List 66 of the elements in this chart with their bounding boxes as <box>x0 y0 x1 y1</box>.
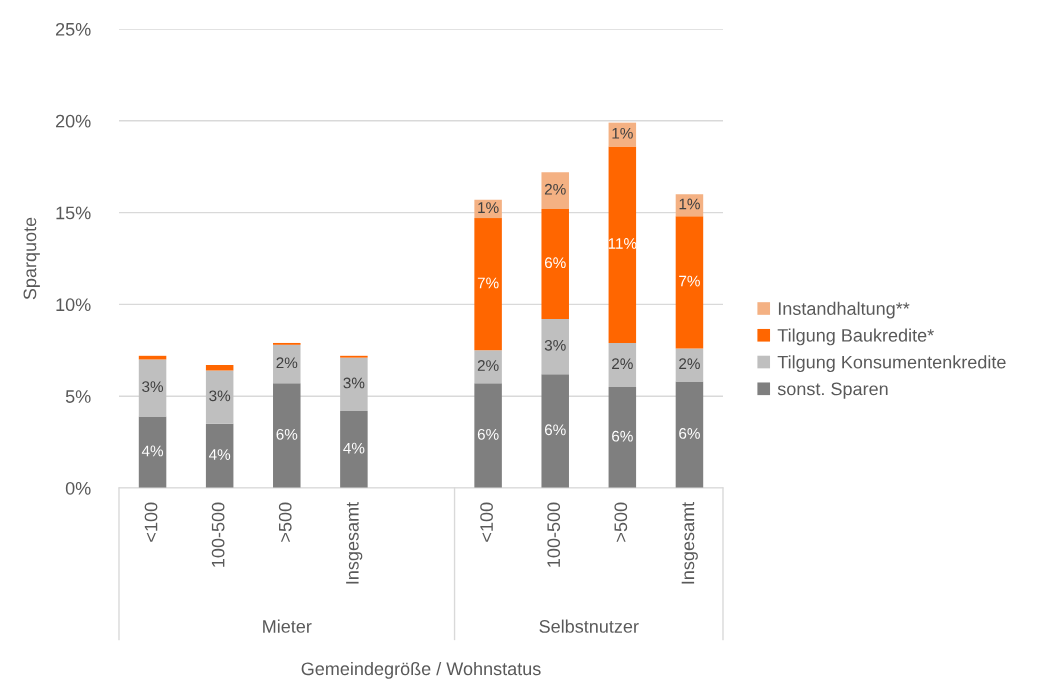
data-label: 1% <box>679 198 700 210</box>
bar <box>340 357 368 411</box>
y-axis-title: Sparquote <box>23 217 40 300</box>
bar <box>474 350 502 384</box>
bar <box>541 208 569 320</box>
data-label: 7% <box>679 275 700 287</box>
x-tick-label: 100-500 <box>211 502 225 567</box>
data-label: 3% <box>209 390 231 402</box>
bar <box>340 410 368 488</box>
data-label: 1% <box>478 202 499 213</box>
x-tick-label: <100 <box>480 502 493 542</box>
y-tick-label: 10% <box>56 298 91 312</box>
data-label: 3% <box>343 377 365 389</box>
y-tick-label: 5% <box>65 390 91 403</box>
bar <box>608 342 637 388</box>
bar <box>205 370 234 424</box>
y-tick-label: 0% <box>65 481 91 495</box>
bar <box>474 218 502 351</box>
bar <box>541 319 569 375</box>
data-label: 7% <box>477 277 499 289</box>
y-tick-label: 25% <box>55 22 91 36</box>
bar <box>675 381 704 488</box>
data-label: 2% <box>276 357 298 369</box>
y-tick-label: 20% <box>55 114 91 128</box>
data-label: 2% <box>544 183 566 195</box>
legend-label: Tilgung Konsumentenkredite <box>777 355 1006 373</box>
data-label: 2% <box>612 358 633 370</box>
bar <box>675 348 704 382</box>
x-tick-label: >500 <box>614 502 628 542</box>
y-tick-label: 15% <box>56 206 91 220</box>
x-tick-label: 100-500 <box>547 502 561 567</box>
data-label: 6% <box>544 257 566 269</box>
bar <box>541 374 569 488</box>
data-label: 4% <box>208 449 231 460</box>
data-label: 6% <box>477 428 499 440</box>
x-tick-label: Insgesamt <box>346 502 363 584</box>
data-label: 1% <box>612 127 633 139</box>
legend-label: sonst. Sparen <box>777 382 888 399</box>
data-label: 6% <box>612 430 633 442</box>
bar <box>608 387 637 488</box>
bar <box>273 344 301 384</box>
data-label: 6% <box>276 428 298 440</box>
bar <box>608 146 637 343</box>
x-tick-label: <100 <box>144 502 158 542</box>
bar <box>138 416 167 488</box>
bar <box>138 359 167 417</box>
bar <box>675 216 704 349</box>
data-label: 6% <box>679 428 700 439</box>
x-tick-label: >500 <box>278 502 292 542</box>
text: Mieter <box>263 619 312 633</box>
bar <box>273 383 301 488</box>
data-label: 3% <box>142 381 164 393</box>
legend-label: Instandhaltung** <box>778 301 910 319</box>
data-label: 4% <box>343 442 365 454</box>
text: Selbstnutzer <box>539 619 639 633</box>
data-label: 2% <box>477 360 499 371</box>
bar <box>541 172 569 209</box>
bar <box>474 383 502 488</box>
x-tick-label: Insgesamt <box>681 502 698 584</box>
data-label: 3% <box>544 339 566 351</box>
bar <box>205 423 234 488</box>
x-axis-title: Gemeindegröße / Wohnstatus <box>301 661 541 679</box>
legend-label: Tilgung Baukredite* <box>777 328 934 346</box>
data-label: 6% <box>544 424 566 436</box>
data-label: 4% <box>141 445 164 457</box>
data-label: 2% <box>679 358 700 370</box>
